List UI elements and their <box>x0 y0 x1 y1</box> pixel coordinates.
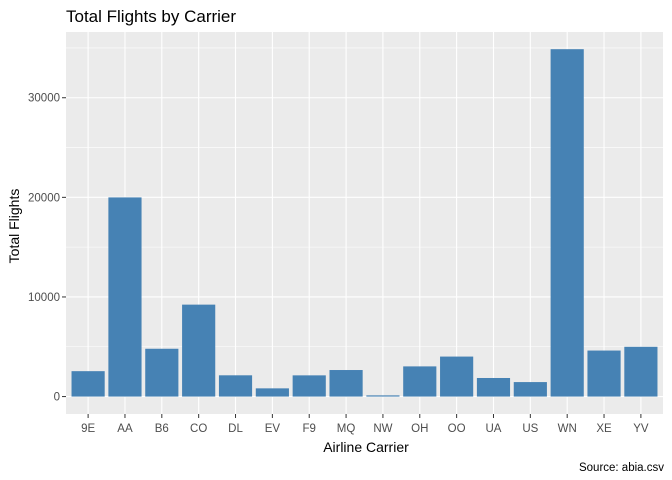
bar-aa <box>108 197 142 397</box>
bar-dl <box>218 375 253 397</box>
bar-yv <box>624 346 658 397</box>
x-tick-label: F9 <box>303 423 316 435</box>
bar-oh <box>403 366 437 397</box>
x-tick-label: DL <box>228 423 243 435</box>
bar-us <box>513 382 547 397</box>
x-tick-label: CO <box>190 423 207 435</box>
x-tick-label: 9E <box>81 423 95 435</box>
chart-title: Total Flights by Carrier <box>66 7 236 26</box>
y-tick-label: 0 <box>54 392 60 404</box>
x-tick-label: OH <box>411 423 428 435</box>
x-axis: 9E AA B6 CO DL EV F9 MQ NW OH OO UA US WN XE YV <box>81 414 649 435</box>
bar-b6 <box>145 348 179 397</box>
x-tick-label: YV <box>633 423 649 435</box>
y-tick-label: 30000 <box>28 93 60 105</box>
bar-co <box>182 304 216 397</box>
x-tick-label: OO <box>448 423 466 435</box>
y-tick-label: 20000 <box>28 192 60 204</box>
bar-oo <box>440 356 474 397</box>
x-tick-label: B6 <box>155 423 169 435</box>
bar-series <box>71 49 658 397</box>
bar-ua <box>476 377 511 397</box>
bar-wn <box>550 49 584 397</box>
x-tick-label: XE <box>596 423 612 435</box>
bar-nw <box>366 395 400 397</box>
x-tick-label: US <box>522 423 538 435</box>
x-tick-label: EV <box>265 423 281 435</box>
y-tick-label: 10000 <box>28 292 60 304</box>
bar-xe <box>587 350 621 397</box>
chart-caption: Source: abia.csv <box>579 462 664 474</box>
bar-9e <box>71 371 105 397</box>
x-tick-label: AA <box>117 423 133 435</box>
x-tick-label: UA <box>485 423 501 435</box>
bar-f9 <box>292 375 326 397</box>
x-tick-label: WN <box>558 423 577 435</box>
bar-mq <box>329 370 363 397</box>
x-tick-label: MQ <box>337 423 356 435</box>
y-axis: 0 10000 20000 30000 <box>28 93 66 404</box>
bar-ev <box>255 388 289 397</box>
y-axis-title: Total Flights <box>6 189 22 264</box>
x-tick-label: NW <box>373 423 392 435</box>
x-axis-title: Airline Carrier <box>323 439 409 455</box>
